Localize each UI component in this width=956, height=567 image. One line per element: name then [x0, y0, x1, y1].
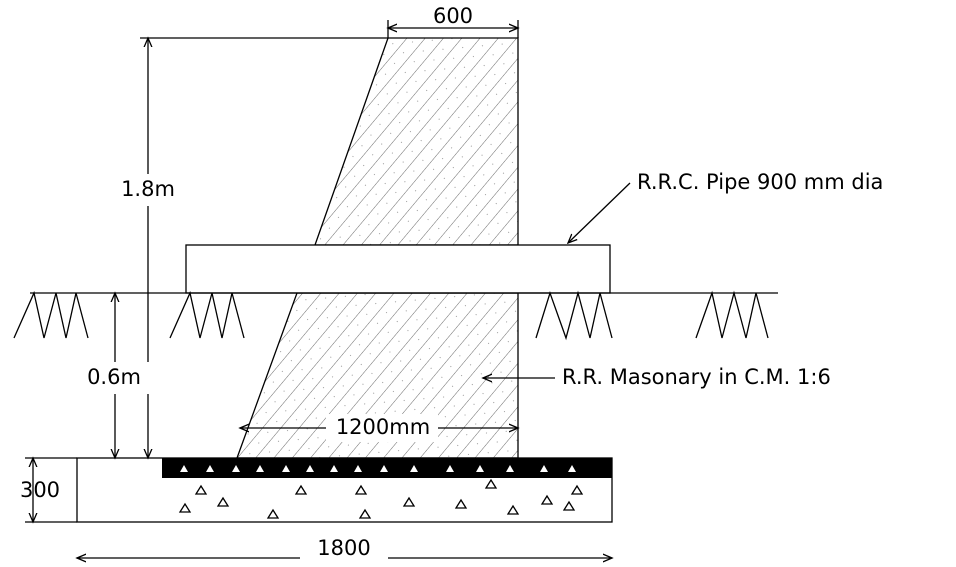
wall-upper: [314, 37, 519, 246]
dim-label: 600: [433, 4, 473, 28]
dim-label: 1800: [317, 536, 370, 560]
aggregate: [178, 478, 584, 519]
pipe: [185, 244, 611, 294]
grass: [13, 290, 769, 341]
dim-label: 1200mm: [336, 415, 430, 439]
dim-label: 1.8m: [121, 177, 175, 201]
callout: R.R. Masonary in C.M. 1:6: [562, 365, 831, 389]
dim-label: 300: [20, 478, 60, 502]
foundation-band: [162, 458, 612, 478]
dim-label: 0.6m: [87, 365, 141, 389]
aggregate-band: [180, 465, 576, 472]
callout: R.R.C. Pipe 900 mm dia: [637, 170, 883, 194]
